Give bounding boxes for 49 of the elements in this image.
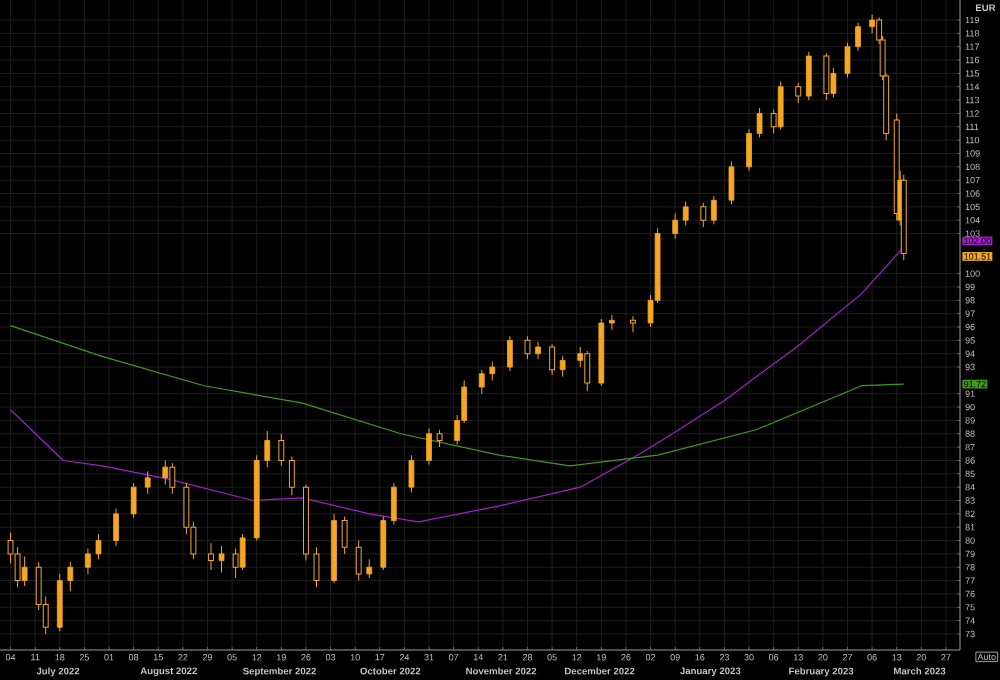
candlestick	[507, 335, 513, 372]
candlestick	[478, 369, 485, 395]
candlestick	[169, 462, 176, 495]
candlestick	[408, 454, 415, 493]
candlestick	[426, 427, 432, 465]
candlestick	[584, 350, 591, 392]
candlestick	[535, 341, 541, 360]
candlestick	[700, 202, 707, 228]
candlestick	[630, 315, 636, 333]
candlestick	[777, 80, 784, 130]
candlestick	[341, 516, 348, 555]
candlestick	[756, 107, 763, 138]
candlestick	[313, 546, 320, 588]
candlestick	[844, 42, 851, 78]
candlestick	[218, 545, 225, 574]
candlestick	[95, 533, 102, 560]
candlestick	[390, 482, 397, 526]
candlestick	[682, 201, 689, 227]
candlestick	[823, 52, 830, 101]
candlestick	[549, 343, 556, 376]
candlestick	[366, 558, 373, 579]
candlestick	[130, 482, 137, 519]
candlestick	[524, 335, 531, 360]
candlestick	[355, 540, 362, 582]
candlestick	[795, 82, 802, 104]
candlestick	[746, 128, 752, 172]
candlestick	[85, 548, 91, 575]
candlestick	[559, 355, 566, 377]
candlestick	[239, 533, 246, 571]
candlestick	[56, 573, 63, 632]
candlestick	[609, 314, 615, 331]
candlestick	[278, 433, 285, 467]
candlestick	[489, 361, 496, 381]
candlestick	[869, 14, 875, 34]
candlestick	[855, 22, 861, 52]
candlestick	[144, 470, 151, 495]
candlestick	[672, 213, 679, 240]
candlestick	[264, 430, 271, 468]
candlestick	[113, 508, 119, 547]
candlestick	[21, 556, 28, 587]
candlestick	[380, 516, 387, 571]
candlestick	[728, 160, 735, 205]
line-series	[9, 325, 905, 467]
candlestick	[805, 51, 812, 101]
candlestick	[162, 459, 169, 485]
candlestick	[208, 542, 214, 571]
candlestick	[711, 195, 717, 225]
candlestick	[67, 561, 74, 592]
candlestick	[288, 455, 295, 496]
